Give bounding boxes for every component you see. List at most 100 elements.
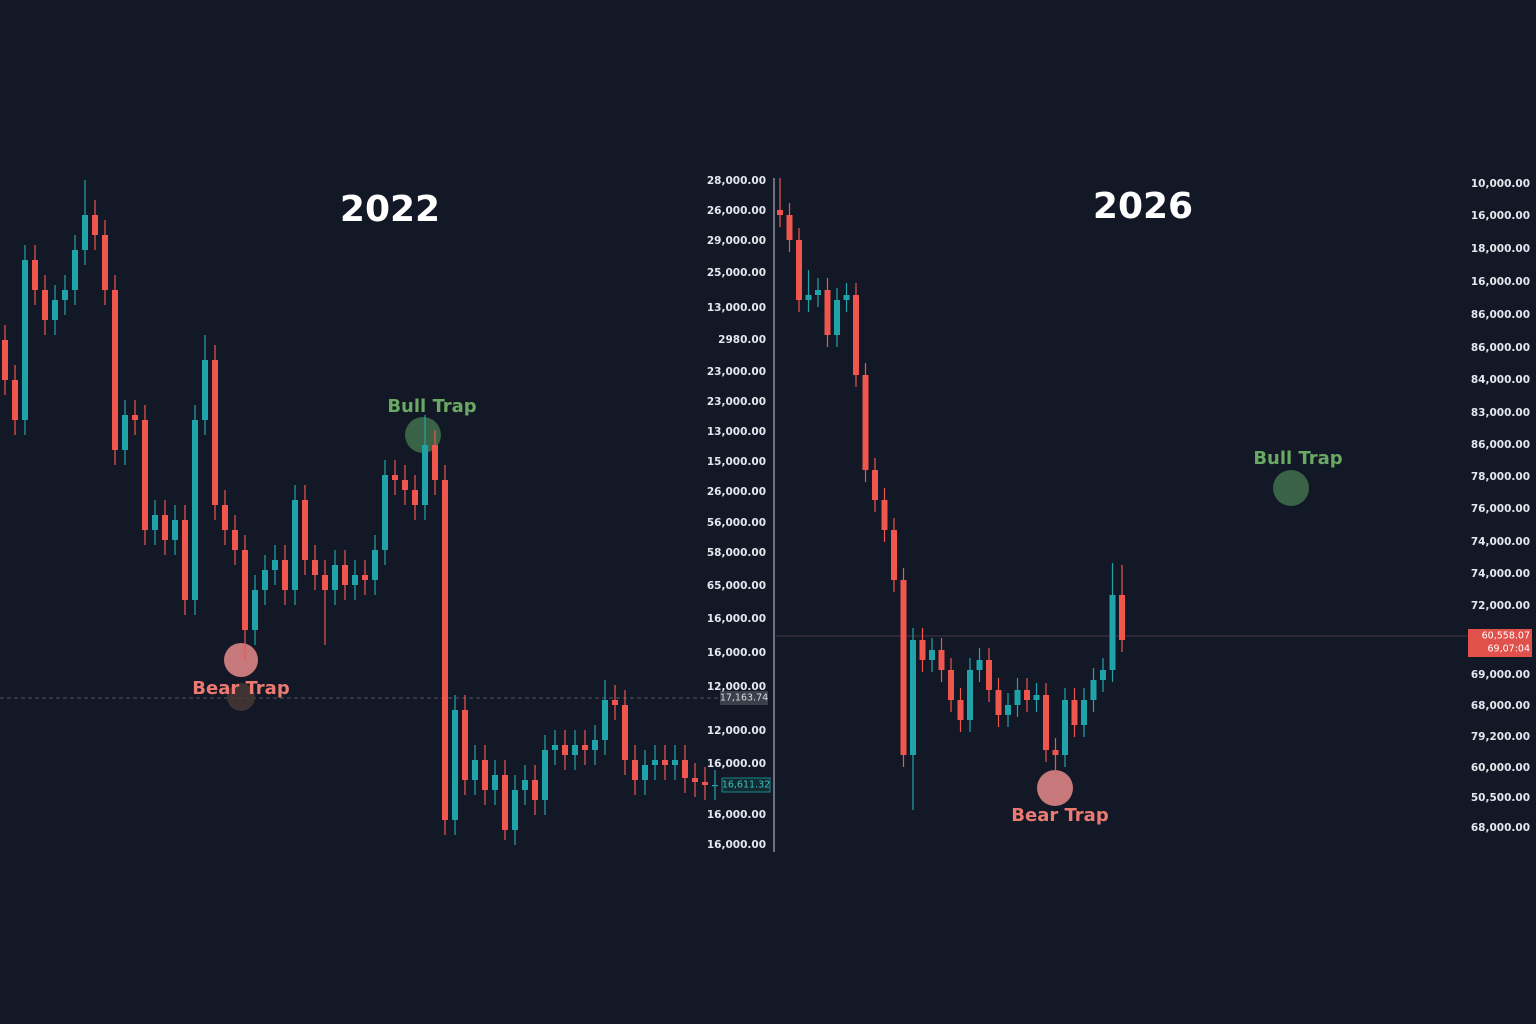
candle-body: [815, 290, 821, 295]
candle-body: [1024, 690, 1030, 700]
candle-body: [52, 300, 58, 320]
candle-body: [910, 640, 916, 755]
bull-trap-marker: [1273, 470, 1309, 506]
y-tick-label: 16,000.00: [707, 839, 766, 851]
candle-body: [712, 785, 718, 787]
candle-body: [967, 670, 973, 720]
candle-body: [192, 420, 198, 600]
price-tag: 69,07:04: [1488, 644, 1531, 655]
candle-body: [602, 700, 608, 740]
chart-title: 2026: [1093, 186, 1193, 227]
candle-body: [612, 700, 618, 705]
candle-body: [142, 420, 148, 530]
candle-body: [592, 740, 598, 750]
candle-body: [172, 520, 178, 540]
candle-body: [452, 710, 458, 820]
candle-body: [202, 360, 208, 420]
candle-body: [272, 560, 278, 570]
annotation: Bull Trap: [387, 396, 476, 417]
price-tag: 60,558.07: [1482, 631, 1530, 642]
price-tag-box: [1468, 629, 1532, 657]
candle-body: [262, 570, 268, 590]
candle-body: [948, 670, 954, 700]
bull-trap-marker: [405, 417, 441, 453]
candle-body: [786, 215, 793, 240]
y-tick-label: 25,000.00: [707, 267, 766, 279]
candle-body: [824, 290, 831, 335]
candle-body: [843, 295, 850, 300]
candle-body: [62, 290, 68, 300]
y-tick-label: 83,000.00: [1471, 407, 1530, 419]
candle-body: [1052, 750, 1059, 755]
y-tick-label: 12,000.00: [707, 681, 766, 693]
candle-body: [522, 780, 528, 790]
candle-body: [382, 475, 388, 550]
y-tick-label: 28,000.00: [707, 175, 766, 187]
y-tick-label: 65,000.00: [707, 580, 766, 592]
candle-body: [412, 490, 418, 505]
candle-body: [622, 705, 628, 760]
bear-trap-marker: [1037, 770, 1073, 806]
candle-body: [986, 660, 992, 690]
candle-body: [1109, 595, 1116, 670]
y-tick-label: 86,000.00: [1471, 309, 1530, 321]
candle-body: [72, 250, 78, 290]
candle-body: [542, 750, 548, 800]
price-tag: 16,611.32: [722, 780, 770, 791]
candle-body: [302, 500, 308, 560]
candle-body: [152, 515, 158, 530]
candle-body: [692, 778, 698, 782]
candle-body: [796, 240, 802, 300]
candle-body: [282, 560, 288, 590]
annotation: Bear Trap: [1011, 805, 1109, 826]
candle-body: [392, 475, 398, 480]
y-tick-label: 15,000.00: [707, 456, 766, 468]
candle-body: [222, 505, 228, 530]
y-tick-label: 78,000.00: [1471, 471, 1530, 483]
y-tick-label: 84,000.00: [1471, 374, 1530, 386]
candle-body: [919, 640, 926, 660]
candle-body: [834, 300, 840, 335]
y-tick-label: 68,000.00: [1471, 822, 1530, 834]
chart-title: 2022: [340, 189, 440, 230]
candle-body: [995, 690, 1002, 715]
y-tick-label: 86,000.00: [1471, 439, 1530, 451]
y-tick-label: 12,000.00: [707, 725, 766, 737]
candle-body: [672, 760, 678, 765]
candle-body: [402, 480, 408, 490]
y-tick-label: 16,000.00: [1471, 210, 1530, 222]
candle-body: [472, 760, 478, 780]
y-tick-label: 16,000.00: [1471, 276, 1530, 288]
y-tick-label: 29,000.00: [707, 235, 766, 247]
annotation: Bear Trap: [192, 678, 290, 699]
candle-body: [1062, 700, 1068, 755]
y-tick-label: 16,000.00: [707, 647, 766, 659]
candle-body: [1033, 695, 1040, 700]
candle-body: [881, 500, 888, 530]
candle-body: [1081, 700, 1087, 725]
price-tag-box: [720, 691, 768, 705]
candle-body: [938, 650, 945, 670]
candle-body: [32, 260, 38, 290]
candle-body: [42, 290, 48, 320]
candle-body: [432, 445, 438, 480]
y-tick-label: 72,000.00: [1471, 600, 1530, 612]
y-tick-label: 18,000.00: [1471, 243, 1530, 255]
y-tick-label: 13,000.00: [707, 302, 766, 314]
candle-body: [442, 480, 448, 820]
y-tick-label: 16,000.00: [707, 613, 766, 625]
candle-body: [957, 700, 964, 720]
candle-body: [162, 515, 168, 540]
y-tick-label: 16,000.00: [707, 758, 766, 770]
candle-body: [532, 780, 538, 800]
y-tick-label: 50,500.00: [1471, 792, 1530, 804]
candle-body: [682, 760, 688, 778]
y-tick-label: 74,000.00: [1471, 568, 1530, 580]
y-tick-label: 74,000.00: [1471, 536, 1530, 548]
candle-body: [572, 745, 578, 755]
candle-body: [462, 710, 468, 780]
y-tick-label: 69,000.00: [1471, 669, 1530, 681]
